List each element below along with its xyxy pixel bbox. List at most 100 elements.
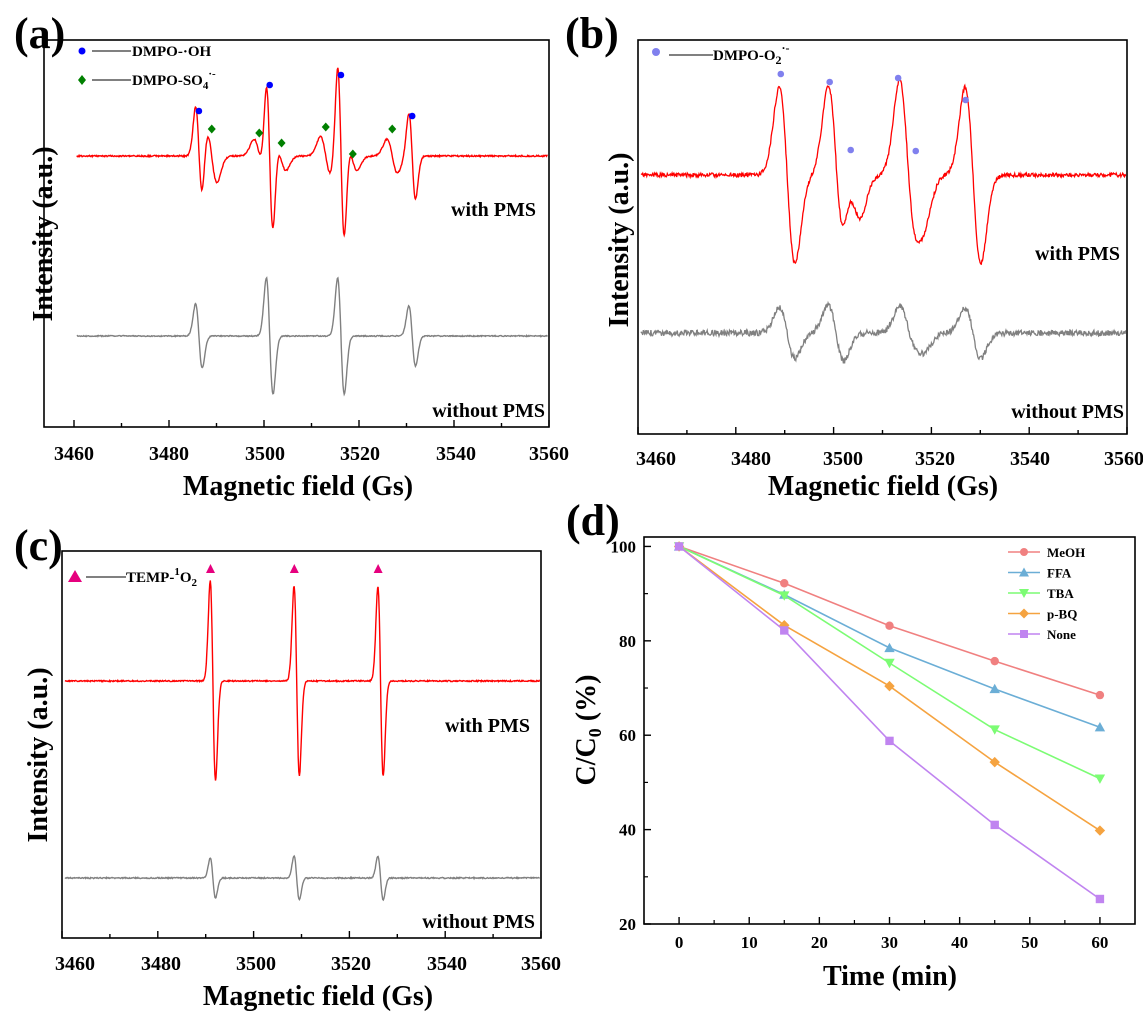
legend-label: None bbox=[1047, 627, 1076, 642]
panel-a-legend-label-oh: DMPO-·OH bbox=[132, 44, 211, 60]
panel-c-xtick-label: 3540 bbox=[427, 953, 467, 975]
data-point bbox=[1095, 894, 1105, 904]
series-line bbox=[678, 545, 1101, 728]
peak-marker-triangle bbox=[373, 564, 383, 573]
data-point bbox=[1095, 690, 1105, 700]
peak-marker-diamond bbox=[321, 122, 330, 132]
panel-b-label: (b) bbox=[565, 9, 619, 58]
data-point bbox=[989, 756, 1000, 768]
peak-marker-circle bbox=[894, 74, 902, 82]
panel-b-xtick-label: 3540 bbox=[1010, 448, 1050, 470]
panel-b-y-axis-title: Intensity (a.u.) bbox=[604, 152, 635, 327]
legend-label: p-BQ bbox=[1047, 607, 1077, 622]
panel-a: (a) 3460 3480 3500 3520 3540 3560 Magnet… bbox=[14, 9, 569, 502]
series-MeOH bbox=[674, 542, 1105, 700]
data-point bbox=[1020, 630, 1028, 638]
peak-marker-circle bbox=[195, 107, 203, 115]
panel-b-with-pms-label: with PMS bbox=[1035, 243, 1120, 265]
data-point bbox=[780, 626, 789, 635]
y-tick-label: 80 bbox=[619, 632, 636, 651]
data-point bbox=[989, 683, 1000, 694]
panel-a-legend-label-so4: DMPO-SO4·- bbox=[132, 68, 216, 92]
data-point bbox=[884, 658, 895, 669]
x-tick-label: 30 bbox=[881, 933, 898, 952]
panel-c-x-ticks bbox=[61, 931, 542, 938]
panel-d-x-axis-title: Time (min) bbox=[823, 961, 957, 992]
panel-b-xtick-label: 3500 bbox=[823, 448, 863, 470]
peak-marker-circle bbox=[337, 71, 345, 79]
legend-label: TBA bbox=[1047, 586, 1074, 601]
panel-b-x-axis-title: Magnetic field (Gs) bbox=[768, 471, 998, 502]
panel-c: (c) 3460 3480 3500 3520 3540 3560 Magnet… bbox=[14, 521, 561, 1012]
x-tick-label: 60 bbox=[1091, 933, 1108, 952]
series-FFA bbox=[673, 541, 1106, 732]
panel-b-frame bbox=[637, 39, 1128, 435]
series-line bbox=[678, 545, 1101, 696]
peak-marker-diamond bbox=[207, 124, 216, 134]
peak-marker-circle bbox=[962, 96, 969, 104]
panel-a-xtick-label: 3460 bbox=[54, 443, 94, 465]
panel-b-without-pms-label: without PMS bbox=[1011, 401, 1124, 423]
panel-c-y-axis-title: Intensity (a.u.) bbox=[23, 667, 54, 842]
peak-marker-triangle bbox=[289, 564, 299, 573]
panel-d-series bbox=[673, 541, 1106, 904]
panel-c-without-pms-label: without PMS bbox=[422, 911, 535, 933]
peak-marker-diamond bbox=[348, 149, 357, 159]
panel-c-xtick-label: 3560 bbox=[521, 953, 561, 975]
data-point bbox=[1094, 774, 1106, 784]
peak-marker-circle bbox=[777, 70, 785, 78]
panel-b-xtick-label: 3520 bbox=[915, 448, 955, 470]
panel-a-legend-circle-marker bbox=[78, 47, 86, 55]
data-point bbox=[885, 736, 894, 746]
panel-a-xtick-label: 3480 bbox=[149, 443, 189, 465]
peak-marker-circle bbox=[408, 112, 416, 120]
data-point bbox=[1019, 608, 1029, 619]
panel-c-xtick-label: 3520 bbox=[331, 953, 371, 975]
panel-a-xtick-label: 3540 bbox=[436, 443, 476, 465]
panel-a-x-ticks bbox=[73, 420, 550, 427]
data-point bbox=[989, 725, 1000, 735]
panel-c-legend-triangle-marker bbox=[68, 570, 82, 582]
panel-a-with-pms-label: with PMS bbox=[451, 199, 536, 221]
panel-b-peak-markers bbox=[777, 70, 969, 155]
y-tick-label: 40 bbox=[619, 821, 636, 840]
panel-b-without-pms-spectrum bbox=[640, 300, 1127, 364]
data-point bbox=[884, 642, 895, 653]
legend-label: FFA bbox=[1047, 566, 1072, 581]
panel-b-legend-label-o2: DMPO-O2·- bbox=[713, 41, 789, 67]
panel-c-legend-label-1o2: TEMP-1O2 bbox=[126, 566, 198, 589]
panel-b-with-pms-spectrum bbox=[640, 79, 1127, 266]
peak-marker-diamond bbox=[255, 128, 264, 138]
data-point bbox=[1094, 721, 1106, 732]
peak-marker-circle bbox=[912, 147, 920, 155]
panel-c-xtick-label: 3500 bbox=[236, 953, 276, 975]
series-p-BQ bbox=[673, 541, 1106, 836]
panel-a-xtick-label: 3520 bbox=[340, 443, 380, 465]
legend-label: MeOH bbox=[1047, 545, 1085, 560]
series-None bbox=[674, 542, 1105, 904]
data-point bbox=[779, 591, 790, 601]
peak-marker-diamond bbox=[388, 124, 397, 134]
panel-a-xtick-label: 3560 bbox=[529, 443, 569, 465]
x-tick-label: 40 bbox=[951, 933, 968, 952]
panel-a-with-pms-spectrum bbox=[76, 67, 548, 238]
x-tick-label: 20 bbox=[811, 933, 828, 952]
panel-d-label: (d) bbox=[566, 496, 620, 545]
panel-b-legend-circle-marker bbox=[652, 48, 660, 56]
panel-a-xtick-label: 3500 bbox=[245, 443, 285, 465]
data-point bbox=[1019, 567, 1029, 577]
panel-a-without-pms-spectrum bbox=[76, 276, 548, 397]
panel-c-peak-markers bbox=[205, 564, 383, 573]
panel-c-xtick-label: 3460 bbox=[55, 953, 95, 975]
panel-a-y-axis-title: Intensity (a.u.) bbox=[28, 146, 59, 321]
series-line bbox=[678, 545, 1101, 900]
peak-marker-diamond bbox=[277, 138, 286, 148]
panel-a-peak-markers bbox=[195, 71, 416, 159]
data-point bbox=[674, 542, 684, 551]
panel-b-xtick-label: 3480 bbox=[731, 448, 771, 470]
panel-c-label: (c) bbox=[14, 521, 63, 570]
data-point bbox=[780, 579, 789, 588]
x-tick-label: 50 bbox=[1021, 933, 1038, 952]
data-point bbox=[1094, 825, 1106, 836]
